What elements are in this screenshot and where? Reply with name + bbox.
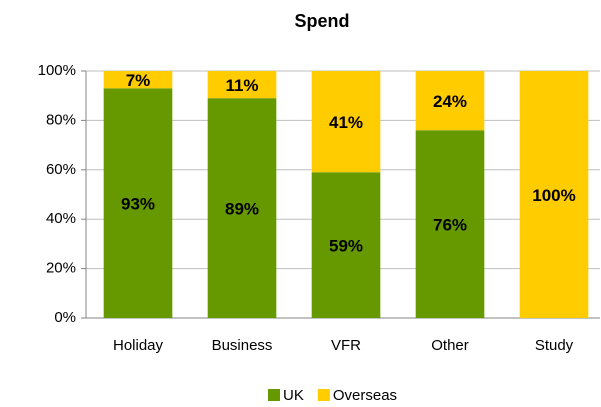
data-label: 89% (225, 200, 259, 219)
bar-segment (415, 71, 485, 131)
bar-segment (207, 71, 277, 99)
legend-label: Overseas (333, 387, 397, 404)
y-tick-label: 20% (46, 260, 76, 277)
y-tick-label: 60% (46, 161, 76, 178)
data-label: 93% (121, 195, 155, 214)
data-label: 76% (433, 216, 467, 235)
x-tick-label: Study (535, 337, 574, 354)
bar-segment (103, 71, 173, 89)
data-label: 59% (329, 237, 363, 256)
x-tick-label: Holiday (113, 337, 164, 354)
x-tick-label: Other (431, 337, 469, 354)
data-label: 7% (126, 71, 151, 90)
bar-segment (103, 88, 173, 318)
data-label: 41% (329, 113, 363, 132)
bar-segment (311, 71, 381, 173)
y-tick-label: 40% (46, 210, 76, 227)
bar-segment (311, 172, 381, 318)
chart-title: Spend (294, 11, 349, 31)
legend-label: UK (283, 387, 304, 404)
legend-swatch (268, 389, 280, 401)
legend-swatch (317, 389, 330, 401)
bar-segment (207, 98, 277, 318)
bar-segment (415, 130, 485, 318)
data-label: 100% (532, 186, 575, 205)
x-tick-label: Business (212, 337, 273, 354)
data-label: 11% (225, 76, 258, 95)
x-tick-label: VFR (331, 337, 361, 354)
y-tick-label: 100% (38, 62, 76, 79)
y-tick-label: 80% (46, 111, 76, 128)
y-tick-label: 0% (54, 309, 76, 326)
bar-segment (519, 71, 589, 318)
data-label: 24% (433, 92, 467, 111)
